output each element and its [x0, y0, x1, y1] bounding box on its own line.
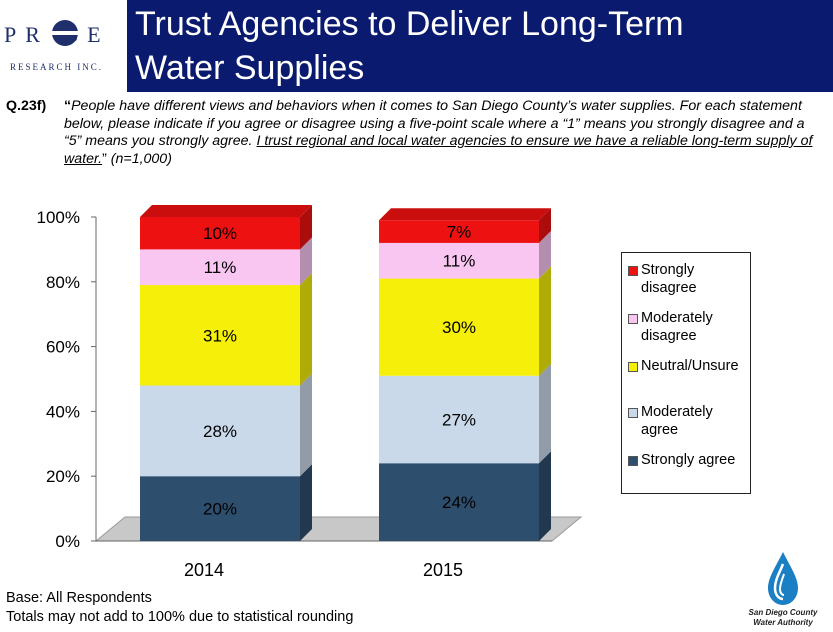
data-label: 31% — [203, 326, 237, 345]
probe-logo-subtext: RESEARCH INC. — [10, 62, 104, 72]
stacked-bar-chart: 0% 20% 40% 60% 80% 100% 20% 28% 31% 11% 10% 2014 24%… — [37, 205, 583, 580]
bar-segment-side — [300, 373, 312, 477]
bar-top-face — [379, 208, 551, 221]
legend-label-line1: Moderately — [641, 310, 713, 326]
question-sample: (n=1,000) — [110, 150, 172, 167]
bar-segment-side — [300, 464, 312, 541]
question-prompt: People have different views and behavior… — [64, 98, 805, 149]
title-band: Trust Agencies to Deliver Long-Term Wate… — [127, 0, 833, 92]
legend-label-line2: disagree — [641, 328, 697, 344]
bar-top-face — [140, 205, 312, 217]
bar-segment-side — [539, 363, 551, 464]
legend-label-line1: Moderately — [641, 404, 713, 420]
x-category-label: 2014 — [184, 560, 224, 580]
legend-label-line2: disagree — [641, 280, 697, 296]
y-tick-label: 60% — [46, 338, 80, 357]
y-tick-label: 20% — [46, 467, 80, 486]
question-id: Q.23f) — [6, 98, 47, 114]
legend-label-line1: Strongly — [641, 262, 695, 278]
water-drop-icon — [768, 552, 798, 605]
slide-title-line1: Trust Agencies to Deliver Long-Term — [135, 5, 684, 43]
legend-label: Strongly disagree — [641, 261, 753, 297]
bar-segment-side — [539, 208, 551, 243]
bar-segment — [379, 220, 539, 243]
y-tick-label: 0% — [55, 532, 80, 551]
data-label: 11% — [204, 258, 237, 277]
sdcwa-line1: San Diego County — [748, 608, 818, 617]
bar-segment — [140, 476, 300, 541]
legend-swatch — [628, 362, 638, 372]
question-statement: I trust regional and local water agencie… — [64, 133, 813, 167]
data-label: 30% — [442, 318, 476, 337]
y-tick-label: 100% — [37, 208, 80, 227]
data-label: 20% — [203, 500, 237, 519]
y-tick-label: 40% — [46, 402, 80, 421]
bar-segment-side — [300, 205, 312, 250]
question-text: Q.23f) “People have different views and … — [6, 98, 821, 168]
legend-label: Moderately agree — [641, 403, 753, 439]
sdcwa-logo-text: San Diego County Water Authority — [738, 608, 828, 628]
bar-segment — [379, 278, 539, 376]
x-category-label: 2015 — [423, 560, 463, 580]
bar-segment-side — [300, 237, 312, 286]
legend-swatch — [628, 408, 638, 418]
legend-label-line2: agree — [641, 422, 679, 438]
footer-base: Base: All Respondents — [6, 590, 152, 606]
data-label: 24% — [442, 493, 476, 512]
bar-segment-side — [539, 230, 551, 279]
legend-label: Strongly agree — [641, 451, 753, 469]
bar-segment — [379, 242, 539, 279]
legend-label: Neutral/Unsure — [641, 357, 753, 375]
question-body: “People have different views and behavio… — [6, 98, 821, 168]
legend-label-line1: Neutral/Unsure — [641, 358, 739, 374]
bar-segment — [140, 249, 300, 286]
footer-notes: Base: All Respondents Totals may not add… — [6, 589, 353, 627]
sdcwa-line2: Water Authority — [753, 618, 813, 627]
probe-logo: PR BE RESEARCH INC. — [0, 0, 127, 92]
legend-swatch — [628, 456, 638, 466]
bar-segment — [140, 385, 300, 477]
data-label: 10% — [203, 224, 237, 243]
bar-segment — [140, 285, 300, 386]
bar-segment-side — [539, 451, 551, 541]
bar-segment — [140, 217, 300, 250]
footer-rounding-note: Totals may not add to 100% due to statis… — [6, 609, 354, 625]
header: PR BE RESEARCH INC. Trust Agencies to De… — [0, 0, 833, 92]
bar-segment — [379, 463, 539, 541]
bar-segment-side — [539, 266, 551, 376]
chart-legend: Strongly disagree Moderately disagree Neutra… — [621, 252, 751, 494]
data-label: 11% — [443, 252, 476, 271]
y-tick-label: 80% — [46, 273, 80, 292]
data-label: 28% — [203, 422, 237, 441]
sdcwa-logo: San Diego County Water Authority — [738, 550, 828, 630]
question-open-quote: “ — [64, 98, 72, 114]
legend-label: Moderately disagree — [641, 309, 753, 345]
data-label: 7% — [447, 223, 472, 242]
slide-title-line2: Water Supplies — [135, 49, 365, 87]
data-label: 27% — [442, 411, 476, 430]
legend-label-line1: Strongly agree — [641, 452, 736, 468]
question-close-quote: ” — [102, 150, 107, 167]
bar-segment — [379, 375, 539, 464]
bar-segment-side — [300, 273, 312, 386]
legend-swatch — [628, 314, 638, 324]
slide-title: Trust Agencies to Deliver Long-Term Wate… — [135, 2, 684, 90]
legend-swatch — [628, 266, 638, 276]
probe-logo-disc-icon — [52, 20, 78, 46]
